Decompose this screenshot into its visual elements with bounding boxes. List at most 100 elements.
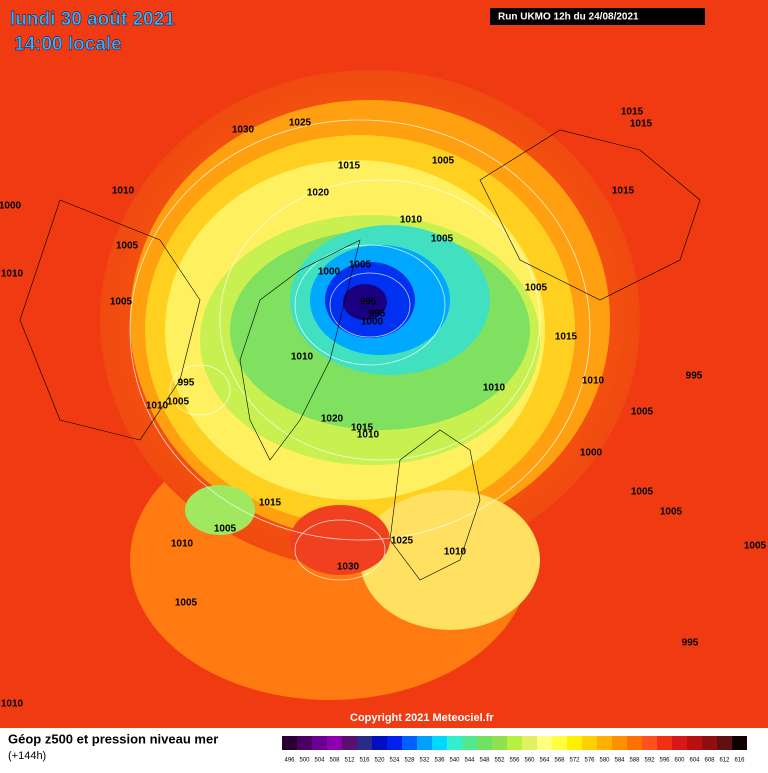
isobar-label: 1005 bbox=[744, 541, 767, 552]
isobar-label: 1005 bbox=[525, 283, 548, 294]
scale-label: 612 bbox=[719, 758, 730, 764]
scale-label: 588 bbox=[629, 758, 640, 764]
isobar-label: 1020 bbox=[307, 188, 330, 199]
isobar-label: 1015 bbox=[259, 498, 282, 509]
legend-title: Géop z500 et pression niveau mer bbox=[8, 731, 218, 746]
zone-yellow bbox=[360, 490, 540, 630]
color-swatch bbox=[732, 736, 747, 750]
isobar-label: 995 bbox=[360, 297, 377, 308]
scale-label: 496 bbox=[284, 758, 295, 764]
scale-label: 560 bbox=[524, 758, 535, 764]
color-swatch bbox=[372, 736, 387, 750]
scale-label: 548 bbox=[479, 758, 490, 764]
isobar-label: 1005 bbox=[660, 507, 683, 518]
color-swatch bbox=[657, 736, 672, 750]
isobar-label: 1010 bbox=[582, 376, 605, 387]
scale-label: 584 bbox=[614, 758, 625, 764]
isobar-label: 995 bbox=[686, 371, 703, 382]
isobar-label: 1000 bbox=[0, 201, 22, 212]
isobar-label: 1010 bbox=[483, 383, 506, 394]
isobar-label: 995 bbox=[369, 309, 386, 320]
color-swatch bbox=[342, 736, 357, 750]
isobar-label: 1025 bbox=[289, 118, 312, 129]
isobar-label: 1020 bbox=[321, 414, 344, 425]
color-swatch bbox=[507, 736, 522, 750]
isobar-label: 1025 bbox=[391, 536, 414, 547]
color-swatch bbox=[672, 736, 687, 750]
scale-label: 532 bbox=[419, 758, 430, 764]
isobar-label: 1000 bbox=[318, 267, 341, 278]
copyright: Copyright 2021 Meteociel.fr bbox=[350, 712, 494, 724]
isobar-label: 1010 bbox=[291, 352, 314, 363]
scale-label: 544 bbox=[464, 758, 475, 764]
time-title: 14:00 locale bbox=[14, 34, 122, 55]
isobar-label: 1030 bbox=[337, 562, 360, 573]
color-swatch bbox=[612, 736, 627, 750]
scale-label: 536 bbox=[434, 758, 445, 764]
isobar-label: 1005 bbox=[175, 598, 198, 609]
isobar-label: 1010 bbox=[1, 699, 24, 710]
color-swatch bbox=[597, 736, 612, 750]
isobar-label: 1005 bbox=[116, 241, 139, 252]
color-swatch bbox=[552, 736, 567, 750]
scale-label: 576 bbox=[584, 758, 595, 764]
isobar-label: 1015 bbox=[338, 161, 361, 172]
isobar-label: 1015 bbox=[612, 186, 635, 197]
color-swatch bbox=[297, 736, 312, 750]
isobar-label: 1005 bbox=[631, 487, 654, 498]
scale-label: 540 bbox=[449, 758, 460, 764]
scale-label: 604 bbox=[689, 758, 700, 764]
color-swatch bbox=[447, 736, 462, 750]
color-swatch bbox=[312, 736, 327, 750]
scale-label: 616 bbox=[734, 758, 745, 764]
scale-label: 516 bbox=[359, 758, 370, 764]
color-swatch bbox=[627, 736, 642, 750]
scale-label: 528 bbox=[404, 758, 415, 764]
color-swatch bbox=[717, 736, 732, 750]
color-swatch bbox=[387, 736, 402, 750]
isobar-label: 1015 bbox=[621, 107, 644, 118]
zone-low bbox=[343, 284, 387, 320]
color-swatch bbox=[687, 736, 702, 750]
isobar-label: 1010 bbox=[171, 539, 194, 550]
color-swatch bbox=[417, 736, 432, 750]
isobar-label: 1010 bbox=[146, 401, 169, 412]
isobar-label: 1010 bbox=[400, 215, 423, 226]
scale-label: 568 bbox=[554, 758, 565, 764]
scale-label: 564 bbox=[539, 758, 550, 764]
isobar-label: 1015 bbox=[351, 423, 374, 434]
color-scale: 496 500 504 508 512 516 520 524 528 532 536 540 544 5… bbox=[282, 736, 747, 764]
scale-label: 596 bbox=[659, 758, 670, 764]
isobar-label: 1005 bbox=[214, 524, 237, 535]
lead-time: (+144h) bbox=[8, 750, 46, 762]
isobar-label: 995 bbox=[682, 638, 699, 649]
scale-label: 552 bbox=[494, 758, 505, 764]
color-swatch bbox=[702, 736, 717, 750]
color-swatch bbox=[477, 736, 492, 750]
isobar-label: 1010 bbox=[112, 186, 135, 197]
color-swatch bbox=[567, 736, 582, 750]
scale-label: 572 bbox=[569, 758, 580, 764]
color-swatch bbox=[642, 736, 657, 750]
scale-label: 500 bbox=[299, 758, 310, 764]
isobar-label: 1005 bbox=[431, 234, 454, 245]
color-swatch bbox=[432, 736, 447, 750]
scale-label: 556 bbox=[509, 758, 520, 764]
isobar-label: 1010 bbox=[444, 547, 467, 558]
color-swatch bbox=[402, 736, 417, 750]
isobar-label: 1030 bbox=[232, 125, 255, 136]
color-swatch bbox=[282, 736, 297, 750]
isobar-label: 1010 bbox=[357, 430, 380, 441]
run-info: Run UKMO 12h du 24/08/2021 bbox=[498, 12, 639, 23]
isobar-label: 1005 bbox=[110, 297, 133, 308]
scale-label: 504 bbox=[314, 758, 325, 764]
isobar-label: 1005 bbox=[167, 397, 190, 408]
isobar-label: 1010 bbox=[1, 269, 24, 280]
isobar-label: 1015 bbox=[630, 119, 653, 130]
scale-label: 508 bbox=[329, 758, 340, 764]
coastlines bbox=[19, 129, 701, 581]
scale-label: 520 bbox=[374, 758, 385, 764]
zone-high bbox=[290, 505, 390, 575]
isobar-label: 1005 bbox=[631, 407, 654, 418]
isobar-label: 1005 bbox=[349, 260, 372, 271]
